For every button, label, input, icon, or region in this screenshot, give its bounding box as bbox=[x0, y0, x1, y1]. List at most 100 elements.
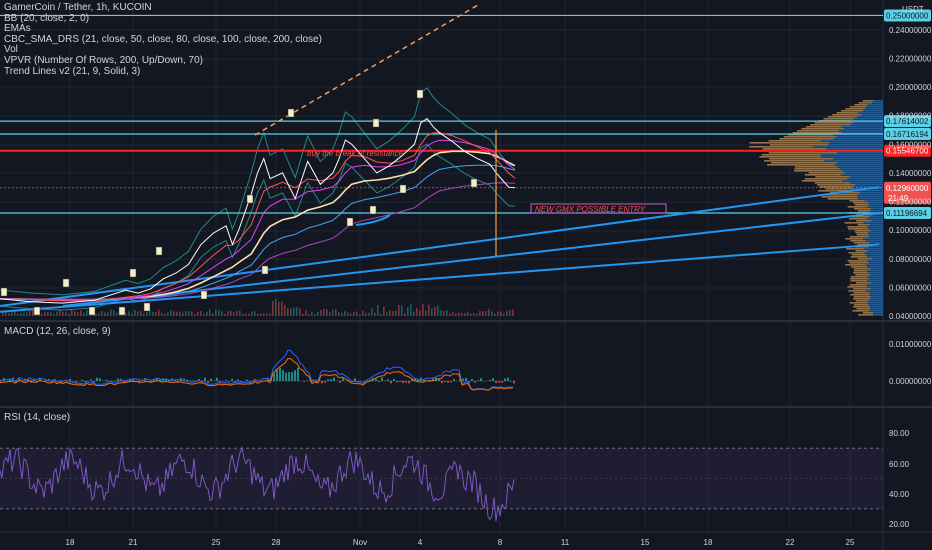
main-grid bbox=[0, 0, 883, 532]
vpvr-up-bar bbox=[845, 238, 864, 240]
macd-histogram-bar bbox=[309, 380, 311, 381]
price-axis[interactable]: 0.24000000 0.22000000 0.20000000 0.18000000… bbox=[889, 26, 932, 321]
vpvr-down-bar bbox=[833, 138, 883, 140]
vpvr-up-bar bbox=[818, 190, 849, 192]
macd-histogram-bar bbox=[201, 381, 203, 384]
vpvr-up-bar bbox=[749, 142, 830, 144]
time-axis[interactable]: 18 21 25 28 Nov 4 8 11 15 18 22 25 bbox=[66, 538, 855, 547]
indicator-sma[interactable]: CBC_SMA_DRS (21, close, 50, close, 80, c… bbox=[4, 33, 322, 45]
vpvr-up-bar bbox=[855, 232, 869, 234]
macd-tick: 0.00000000 bbox=[889, 377, 932, 386]
rsi-line bbox=[0, 446, 515, 522]
ma-line bbox=[0, 150, 516, 301]
vpvr-down-bar bbox=[869, 310, 883, 312]
vpvr-down-bar bbox=[869, 216, 883, 218]
volume-bar bbox=[362, 310, 364, 316]
moving-averages bbox=[0, 132, 516, 302]
vpvr-down-bar bbox=[871, 220, 883, 222]
macd-histogram-bar bbox=[459, 378, 461, 381]
volume-bar bbox=[404, 313, 406, 316]
macd-line bbox=[0, 349, 514, 391]
vpvr-up-bar bbox=[779, 138, 834, 140]
volume-bar bbox=[41, 313, 43, 316]
vpvr-up-bar bbox=[862, 312, 873, 314]
macd-axis[interactable]: 0.01000000 0.00000000 bbox=[889, 340, 932, 386]
ma-line bbox=[0, 182, 516, 300]
macd-histogram-bar bbox=[72, 381, 74, 382]
indicator-vol[interactable]: Vol bbox=[4, 44, 18, 56]
vpvr-up-bar bbox=[849, 284, 868, 286]
annotation-entry[interactable]: NEW GMX POSSIBLE ENTRY bbox=[535, 205, 646, 214]
macd-histogram-bar bbox=[423, 379, 425, 381]
price-line bbox=[0, 117, 516, 304]
volume-bar bbox=[341, 313, 343, 316]
volume-bar bbox=[398, 304, 400, 316]
symbol-title[interactable]: GamerCoin / Tether, 1h, KUCOIN bbox=[4, 2, 152, 13]
indicator-emas[interactable]: EMAs bbox=[4, 23, 31, 35]
macd-histogram-bar bbox=[339, 381, 341, 383]
chart-legend[interactable]: GamerCoin / Tether, 1h, KUCOIN BB (20, c… bbox=[4, 2, 322, 77]
macd-histogram-bar bbox=[405, 381, 407, 383]
vpvr-up-bar bbox=[815, 176, 850, 178]
horizontal-levels[interactable]: 0.25000000 0.17614002 0.16716194 0.15546700… bbox=[0, 9, 931, 219]
macd-histogram-bar bbox=[225, 380, 227, 381]
macd-histogram-bar bbox=[333, 377, 335, 381]
volume-bar bbox=[149, 310, 151, 316]
signal-marker bbox=[346, 217, 354, 227]
volume-bar bbox=[494, 313, 496, 316]
rsi-axis[interactable]: 80.00 60.00 40.00 20.00 bbox=[889, 429, 910, 529]
vpvr-up-bar bbox=[853, 306, 871, 308]
volume-bar bbox=[473, 313, 475, 316]
macd-histogram-bar bbox=[186, 379, 188, 381]
indicator-bb[interactable]: BB (20, close, 2, 0) bbox=[4, 12, 90, 24]
dashed-resistance-line[interactable] bbox=[254, 4, 479, 136]
volume-bar bbox=[176, 311, 178, 316]
vpvr-down-bar bbox=[863, 110, 883, 112]
volume-bar bbox=[59, 309, 61, 316]
vpvr-down-bar bbox=[850, 124, 883, 126]
vpvr-down-bar bbox=[871, 102, 883, 104]
entry-box[interactable] bbox=[530, 203, 667, 214]
time-tick: 21 bbox=[129, 538, 138, 547]
price-tick: 0.10000000 bbox=[889, 226, 932, 235]
rsi-label[interactable]: RSI (14, close) bbox=[4, 412, 71, 423]
macd-histogram-bar bbox=[513, 381, 515, 384]
volume-bar bbox=[146, 312, 148, 316]
vpvr-down-bar bbox=[870, 306, 883, 308]
volume-bar bbox=[167, 312, 169, 316]
volume-bar bbox=[227, 310, 229, 316]
annotation-breakout[interactable]: buy the break of resistance bbox=[307, 149, 404, 158]
vpvr-up-bar bbox=[804, 174, 842, 176]
vpvr-down-bar bbox=[868, 228, 883, 230]
volume-bar bbox=[287, 308, 289, 316]
trend-lines[interactable] bbox=[0, 186, 880, 313]
volume-bar bbox=[308, 313, 310, 316]
indicator-vpvr[interactable]: VPVR (Number Of Rows, 200, Up/Down, 70) bbox=[4, 54, 203, 66]
volume-bar bbox=[305, 310, 307, 316]
indicator-trendlines[interactable]: Trend Lines v2 (21, 9, Solid, 3) bbox=[4, 65, 141, 77]
vpvr-down-bar bbox=[867, 286, 883, 288]
vpvr-up-bar bbox=[759, 156, 822, 158]
macd-histogram-bar bbox=[381, 377, 383, 381]
vpvr-up-bar bbox=[858, 102, 872, 104]
vpvr-down-bar bbox=[869, 204, 883, 206]
volume-bar bbox=[443, 311, 445, 316]
volume-bars bbox=[2, 298, 514, 316]
signal-marker bbox=[246, 194, 254, 204]
vpvr-down-bar bbox=[844, 128, 883, 130]
macd-histogram-bar bbox=[288, 372, 290, 381]
vpvr-up-bar bbox=[749, 146, 814, 148]
last-price-badge bbox=[884, 181, 931, 204]
macd-histogram-bar bbox=[114, 380, 116, 381]
volume-bar bbox=[434, 306, 436, 316]
macd-label[interactable]: MACD (12, 26, close, 9) bbox=[4, 326, 111, 337]
vpvr-up-bar bbox=[852, 310, 870, 312]
vpvr-up-bar bbox=[849, 218, 867, 220]
volume-bar bbox=[344, 311, 346, 316]
signal-marker bbox=[261, 265, 269, 275]
volume-bar bbox=[470, 313, 472, 316]
macd-histogram-bar bbox=[417, 379, 419, 381]
macd-histogram-bar bbox=[495, 381, 497, 383]
volume-bar bbox=[284, 304, 286, 316]
